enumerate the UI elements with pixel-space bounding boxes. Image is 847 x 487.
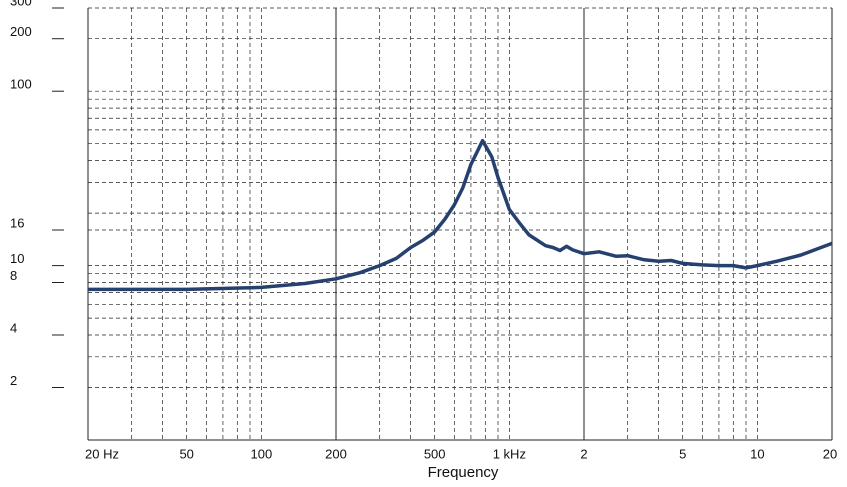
impedance-line xyxy=(88,138,833,292)
y-tick-label: 10 xyxy=(10,251,24,266)
y-tick-label: 4 xyxy=(10,320,17,335)
x-tick-label: 500 xyxy=(424,446,446,461)
x-tick-label: 10 xyxy=(750,446,764,461)
y-tick-label: 8 xyxy=(10,268,17,283)
x-tick-label: 20 Hz xyxy=(85,446,119,461)
x-tick-label: 1 kHz xyxy=(493,446,526,461)
y-tick-label: 2 xyxy=(10,373,17,388)
x-tick-label: 20 xyxy=(823,446,837,461)
x-tick-label: 50 xyxy=(179,446,193,461)
y-tick-label: 16 xyxy=(10,215,24,230)
y-tick-label: 300 xyxy=(10,0,32,8)
x-tick-label: 2 xyxy=(580,446,587,461)
y-tick-label: 100 xyxy=(10,77,32,92)
y-tick-label: 200 xyxy=(10,24,32,39)
x-tick-label: 5 xyxy=(679,446,686,461)
x-tick-label: 100 xyxy=(250,446,272,461)
x-tick-label: 200 xyxy=(325,446,347,461)
x-axis-label: Frequency xyxy=(428,464,499,481)
